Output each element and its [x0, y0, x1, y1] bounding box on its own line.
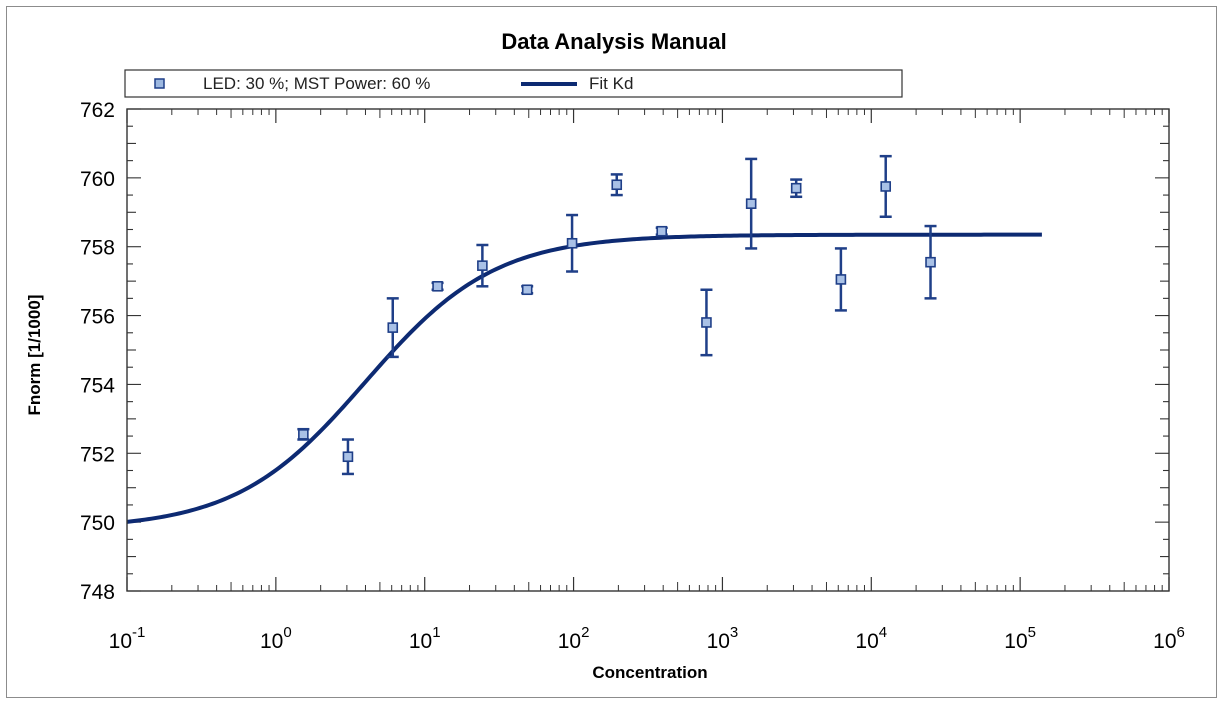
- point-marker: [566, 237, 578, 249]
- legend-marker-points: [154, 78, 165, 89]
- fit-curve: [126, 232, 1042, 524]
- data-point: [476, 243, 489, 288]
- y-tick-label: 758: [80, 237, 115, 260]
- data-point: [790, 178, 803, 199]
- y-tick-labels: 748 750 752 754 756 758 760 762: [80, 99, 115, 604]
- point-marker: [880, 181, 892, 192]
- legend-label-points: LED: 30 %; MST Power: 60 %: [203, 74, 430, 93]
- y-tick-label: 750: [80, 512, 115, 535]
- y-tick-label: 754: [80, 374, 115, 397]
- legend: LED: 30 %; MST Power: 60 % Fit Kd: [124, 69, 903, 98]
- point-marker: [432, 281, 443, 292]
- x-tick-label: 100: [260, 624, 292, 653]
- point-marker: [611, 179, 623, 191]
- axis-ticks: [126, 108, 1170, 592]
- point-marker: [387, 322, 399, 333]
- plot-area: [126, 108, 1170, 592]
- data-point: [655, 225, 668, 237]
- x-tick-label: 101: [409, 624, 441, 653]
- point-marker: [477, 260, 488, 271]
- chart-title: Data Analysis Manual: [501, 29, 726, 54]
- x-tick-label: 10-1: [109, 624, 146, 653]
- y-tick-label: 762: [80, 99, 115, 122]
- point-marker: [745, 198, 757, 209]
- x-tick-label: 104: [855, 624, 887, 653]
- chart-frame: Data Analysis Manual LED: 30 %; MST Powe…: [6, 6, 1217, 698]
- data-point: [745, 157, 758, 250]
- point-marker: [790, 182, 802, 194]
- x-tick-label: 102: [558, 624, 590, 653]
- legend-label-fit: Fit Kd: [589, 74, 633, 93]
- data-point: [566, 213, 579, 273]
- point-marker: [701, 317, 712, 328]
- data-point: [700, 288, 713, 357]
- y-tick-label: 760: [80, 168, 115, 191]
- data-series: [297, 154, 937, 476]
- legend-box: [124, 69, 903, 98]
- y-tick-label: 748: [80, 581, 115, 604]
- y-tick-label: 752: [80, 443, 115, 466]
- point-marker: [298, 429, 309, 440]
- x-tick-labels: 10-1 100 101 102 103 104 105 106: [109, 624, 1185, 653]
- data-point: [610, 173, 623, 197]
- y-axis-label: Fnorm [1/1000]: [25, 295, 44, 416]
- data-point: [879, 154, 892, 219]
- data-point: [834, 247, 847, 312]
- point-marker: [925, 256, 936, 268]
- chart-svg: Data Analysis Manual LED: 30 %; MST Powe…: [25, 29, 1185, 682]
- fit-series: [126, 232, 1042, 524]
- point-marker: [835, 274, 847, 285]
- data-point: [341, 438, 354, 476]
- x-tick-label: 103: [707, 624, 739, 653]
- x-tick-label: 106: [1153, 624, 1185, 653]
- y-tick-label: 756: [80, 306, 115, 329]
- data-point: [431, 281, 444, 292]
- x-axis-label: Concentration: [592, 663, 707, 682]
- point-marker: [342, 451, 354, 463]
- data-point: [297, 427, 310, 441]
- data-point: [924, 224, 937, 300]
- data-point: [521, 284, 534, 296]
- point-marker: [656, 225, 668, 237]
- point-marker: [521, 284, 533, 296]
- x-tick-label: 105: [1004, 624, 1036, 653]
- data-point: [386, 297, 399, 359]
